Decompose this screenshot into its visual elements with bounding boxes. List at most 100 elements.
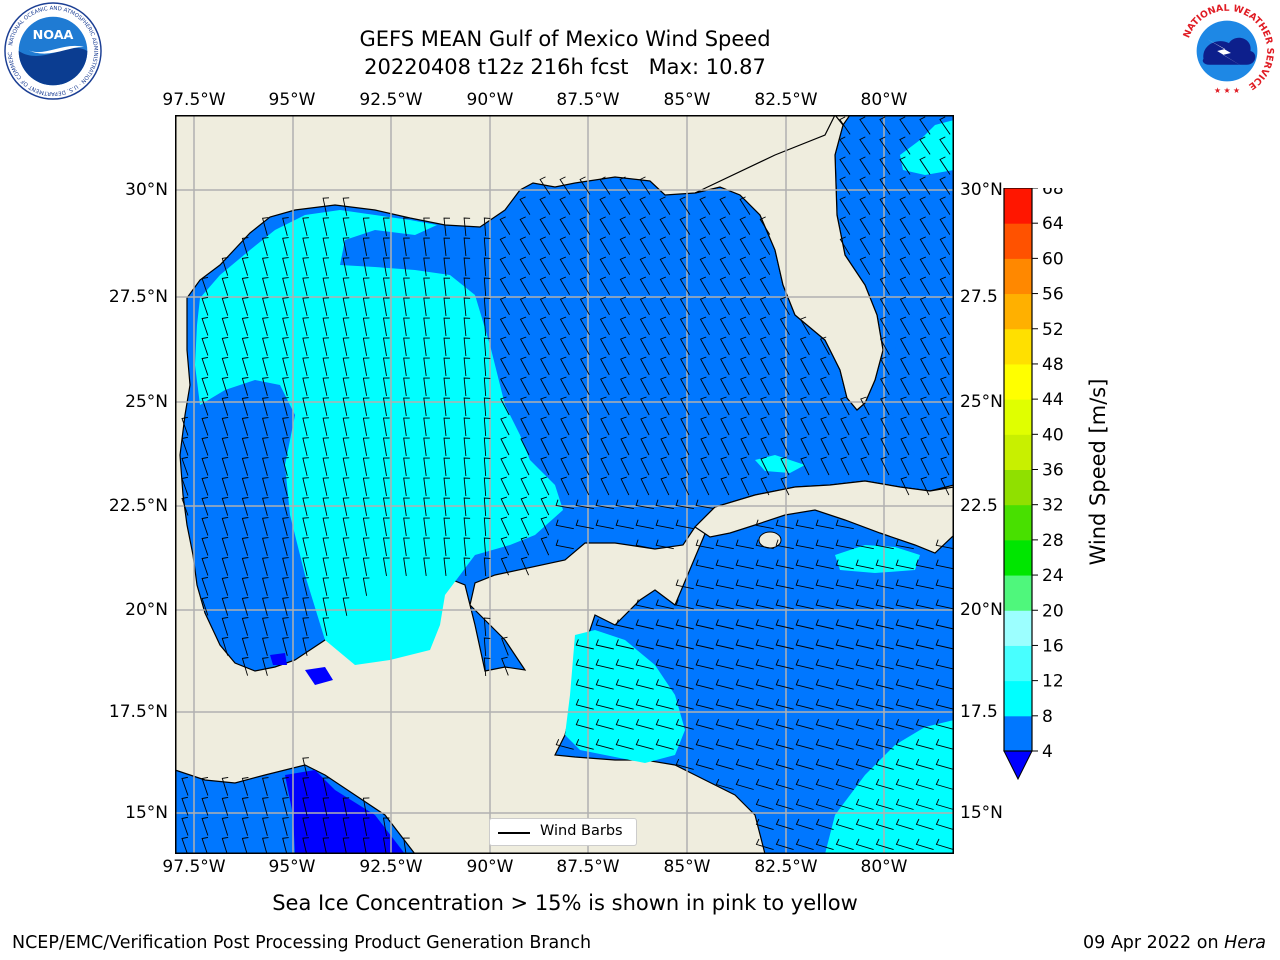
wind-barb — [915, 838, 934, 851]
wind-barb — [579, 336, 590, 356]
wind-barb — [819, 336, 830, 356]
colorbar-label: Wind Speed [m/s] — [1086, 378, 1110, 566]
wind-barb — [835, 559, 854, 570]
wind-barb — [735, 559, 754, 570]
wind-barb — [560, 476, 570, 496]
wind-barb — [181, 476, 189, 496]
wind-barb — [835, 699, 854, 710]
wind-barb — [423, 317, 430, 336]
wind-barb — [815, 838, 834, 851]
wind-barb — [500, 416, 510, 436]
calm-wind-fill-below-4 — [285, 770, 405, 854]
wind-barb — [342, 837, 350, 854]
wind-barb — [795, 519, 814, 530]
wind-barb — [900, 356, 910, 376]
wind-barb — [362, 297, 370, 316]
wind-barb — [540, 416, 550, 436]
wind-barb — [362, 797, 370, 816]
wind-barb — [939, 176, 951, 195]
wind-barb — [779, 296, 790, 316]
wind-barb — [322, 197, 330, 216]
wind-barb — [919, 336, 930, 356]
wind-barb — [875, 579, 894, 590]
wind-barb — [403, 397, 410, 416]
wind-barb — [919, 256, 931, 275]
wind-barb — [262, 357, 269, 376]
wind-barb — [715, 599, 734, 610]
wind-barb — [855, 679, 874, 690]
wind-barb — [342, 517, 350, 536]
wind-barb — [860, 456, 870, 476]
wind-barb — [915, 798, 934, 810]
wind-barb — [579, 256, 591, 275]
wind-barb — [599, 216, 611, 235]
wind-barb — [740, 416, 750, 436]
noaa-wordmark: NOAA — [33, 28, 74, 43]
wind-barb — [855, 599, 874, 610]
wind-barb — [835, 659, 854, 670]
wind-barb — [282, 577, 289, 596]
wind-barb — [483, 637, 491, 657]
wind-barb — [463, 517, 471, 537]
wind-barb — [302, 797, 309, 816]
lon-tick-bottom: 85°W — [663, 857, 711, 877]
wind-barb — [935, 798, 954, 810]
wind-barb — [262, 277, 269, 296]
wind-barb — [500, 436, 510, 456]
wind-barb — [855, 639, 874, 650]
wind-barb — [620, 416, 630, 436]
wind-barb — [935, 579, 954, 590]
wind-barb — [740, 436, 750, 456]
wind-barb — [859, 256, 871, 275]
wind-barb — [695, 579, 714, 590]
wind-barb — [675, 579, 694, 590]
wind-barb — [635, 739, 654, 750]
wind-barb — [221, 256, 229, 276]
wind-barb — [221, 816, 229, 836]
wind-barb — [915, 579, 934, 590]
wind-barb — [302, 237, 309, 256]
wind-barb — [520, 456, 530, 476]
wind-barb — [635, 599, 654, 610]
wind-barb — [342, 237, 350, 256]
florida-straits-wind-fill-8-12 — [755, 455, 805, 473]
wind-barb — [221, 396, 229, 416]
wind-barb — [342, 537, 350, 556]
wind-barb — [241, 537, 249, 556]
wind-barb — [620, 456, 630, 476]
wind-barb — [483, 337, 491, 357]
wind-barb — [780, 476, 790, 496]
wind-barb — [483, 297, 491, 317]
wind-barb — [655, 659, 674, 670]
florida-landmass — [694, 115, 884, 411]
wind-barb — [659, 296, 670, 316]
wind-barb — [800, 356, 810, 376]
wind-barb — [382, 477, 390, 496]
wind-barb — [655, 719, 674, 730]
wind-barb — [940, 376, 950, 396]
wind-barb — [615, 659, 634, 670]
wind-barb — [322, 497, 330, 516]
wind-barb — [423, 397, 430, 416]
wind-barb — [499, 256, 511, 275]
wind-barb — [599, 196, 611, 215]
wind-barb — [820, 396, 830, 416]
wind-barb — [221, 316, 229, 336]
lon-tick-top: 80°W — [860, 90, 908, 110]
lat-tick-left: 25°N — [125, 392, 168, 412]
colorbar-band — [1004, 293, 1032, 330]
wind-barb — [919, 176, 931, 195]
wind-barb — [282, 457, 289, 476]
wind-barb — [680, 376, 690, 396]
colorbar-band — [1004, 434, 1032, 470]
wind-barb — [835, 619, 854, 630]
wind-barb — [775, 639, 794, 650]
wind-barb — [282, 397, 289, 416]
colorbar-tick-label: 64 — [1042, 214, 1064, 234]
wind-barb — [262, 297, 269, 316]
wind-barb — [675, 639, 694, 650]
wind-barb — [403, 557, 410, 576]
wind-barb — [241, 317, 249, 336]
wind-barb — [815, 519, 834, 530]
wind-barb — [875, 778, 894, 790]
